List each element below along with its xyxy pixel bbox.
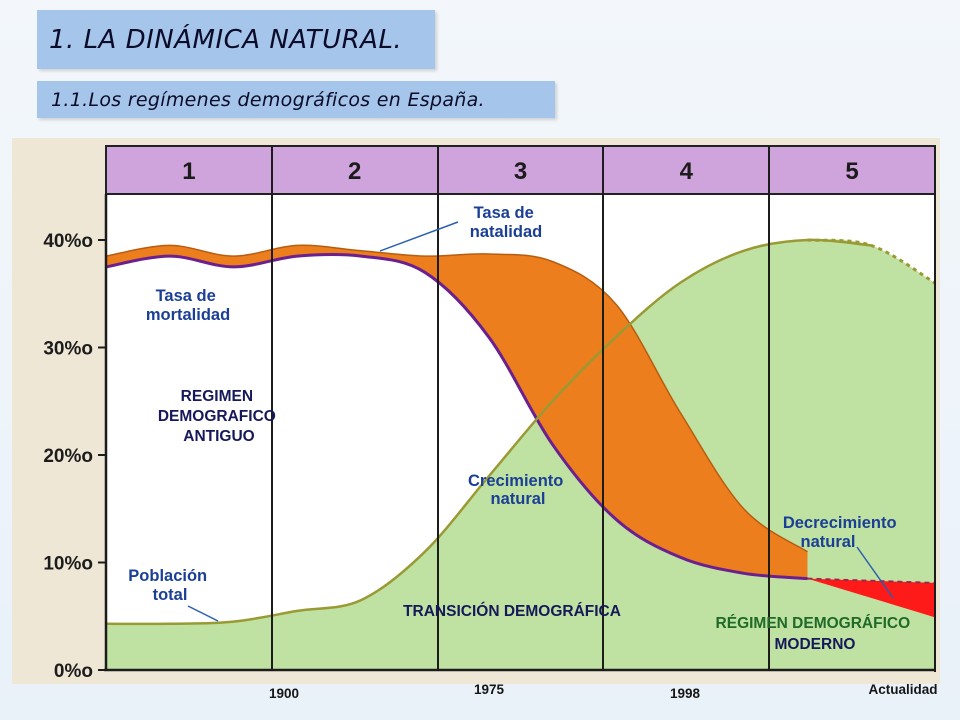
phase-number: 2 — [348, 158, 361, 185]
natalidad-leader — [379, 221, 459, 252]
phase-dividers — [271, 146, 770, 670]
y-tick-label: 40%o — [43, 231, 93, 252]
crecimiento-label: Crecimiento natural — [468, 472, 568, 508]
mortalidad-label: Tasa de mortalidad — [146, 287, 230, 324]
year-actualidad: Actualidad — [868, 682, 937, 697]
page-title: 1. LA DINÁMICA NATURAL. — [49, 24, 403, 55]
y-tick-label: 10%o — [43, 554, 93, 575]
page-subtitle: 1.1.Los regímenes demográficos en España… — [51, 88, 485, 111]
y-tick-label: 30%o — [43, 339, 93, 360]
year-1900: 1900 — [269, 686, 299, 701]
poblacion-leader — [187, 605, 219, 622]
phase-number: 3 — [514, 158, 527, 185]
subtitle-banner: 1.1.Los regímenes demográficos en España… — [37, 81, 555, 118]
year-1975: 1975 — [474, 682, 505, 697]
mortalidad-line — [106, 252, 808, 581]
regimen-moderno-label: RÉGIMEN DEMOGRÁFICO MODERNO — [716, 615, 915, 653]
natalidad-label: Tasa de natalidad — [470, 204, 542, 241]
y-tick-label: 20%o — [43, 446, 93, 467]
transicion-label: TRANSICIÓN DEMOGRÁFICA — [403, 602, 621, 620]
poblacion-label: Población total — [128, 567, 211, 604]
crecimiento-natural-area — [106, 245, 808, 579]
decrecimiento-label: Decrecimiento natural — [783, 514, 901, 551]
y-tick-label: 0%o — [54, 661, 93, 682]
year-1998: 1998 — [670, 686, 701, 701]
decrecimiento-dash-line — [807, 577, 935, 584]
decrecimiento-leader — [856, 546, 894, 599]
phase-number: 4 — [680, 158, 694, 185]
poblacion-dash-line — [807, 238, 935, 285]
phase-number: 1 — [182, 158, 195, 185]
decrecimiento-natural-area — [807, 578, 935, 618]
natalidad-line — [106, 244, 808, 553]
poblacion-line — [106, 238, 872, 626]
phase-number: 5 — [845, 158, 858, 185]
regimen-antiguo-label: REGIMEN DEMOGRAFICO ANTIGUO — [158, 388, 280, 445]
title-banner: 1. LA DINÁMICA NATURAL. — [37, 10, 435, 69]
